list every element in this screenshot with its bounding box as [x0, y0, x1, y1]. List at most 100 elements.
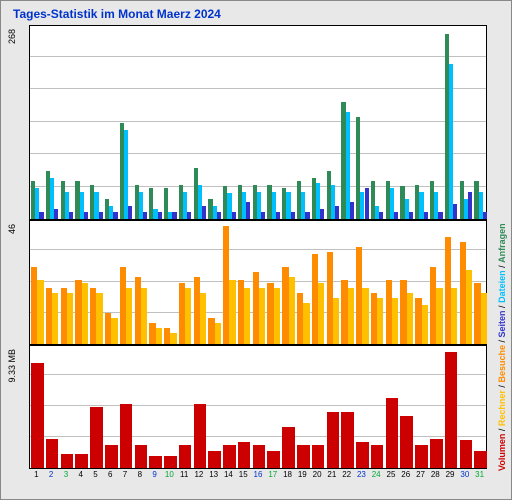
bar — [291, 212, 295, 219]
bar — [327, 412, 340, 468]
legend-item: Dateien — [497, 270, 507, 303]
panel-bottom — [29, 345, 487, 469]
bar — [282, 427, 295, 468]
bar — [303, 303, 309, 344]
bar — [120, 404, 133, 468]
y-label-bottom: 9.33 MB — [7, 349, 17, 383]
bar — [229, 280, 235, 344]
bar — [179, 445, 192, 468]
bar — [335, 206, 339, 220]
bar — [31, 363, 44, 468]
legend-item: Anfragen — [497, 223, 507, 263]
legend-item: Besuche — [497, 345, 507, 383]
x-tick: 30 — [460, 470, 469, 479]
bar — [333, 298, 339, 344]
x-tick: 9 — [152, 470, 156, 479]
bar — [474, 451, 487, 468]
bar — [67, 293, 73, 344]
x-tick: 17 — [268, 470, 277, 479]
bar — [244, 288, 250, 344]
bar — [415, 445, 428, 468]
bar — [208, 451, 221, 468]
bar — [185, 288, 191, 344]
bar — [460, 440, 473, 468]
x-tick: 3 — [64, 470, 68, 479]
bar — [407, 293, 413, 344]
bar — [164, 456, 177, 468]
bar — [52, 293, 58, 344]
bar — [468, 192, 472, 220]
bar — [481, 293, 487, 344]
bar — [246, 202, 250, 219]
x-tick: 28 — [431, 470, 440, 479]
bar — [483, 212, 487, 219]
bar — [217, 212, 221, 219]
bar — [274, 288, 280, 344]
bar — [409, 212, 413, 219]
x-tick: 8 — [138, 470, 142, 479]
bar — [386, 398, 399, 468]
plot-area: 268469.33 MB — [29, 25, 487, 469]
bar — [424, 212, 428, 219]
x-tick: 27 — [416, 470, 425, 479]
bar — [451, 288, 457, 344]
bar — [215, 323, 221, 343]
bar — [111, 318, 117, 343]
bar — [238, 442, 251, 468]
bar — [96, 293, 102, 344]
bar — [305, 212, 309, 219]
bar — [348, 288, 354, 344]
x-axis: 1234567891011121314151617181920212223242… — [29, 469, 487, 493]
x-tick: 14 — [224, 470, 233, 479]
x-tick: 18 — [283, 470, 292, 479]
bar — [202, 206, 206, 220]
x-tick: 29 — [446, 470, 455, 479]
y-label-top: 268 — [7, 29, 17, 44]
x-tick: 26 — [401, 470, 410, 479]
bar — [99, 212, 103, 219]
bar — [392, 298, 398, 344]
bar — [105, 445, 118, 468]
bar — [90, 407, 103, 468]
bar — [232, 212, 236, 219]
bar — [362, 288, 368, 344]
bar — [453, 204, 457, 219]
bar — [297, 445, 310, 468]
bar — [172, 212, 176, 219]
legend: Volumen / Rechner / Besuche / Seiten / D… — [497, 31, 507, 471]
bar — [253, 445, 266, 468]
x-tick: 16 — [254, 470, 263, 479]
panel-middle — [29, 220, 487, 344]
y-label-middle: 46 — [7, 224, 17, 234]
bar — [143, 212, 147, 219]
bar — [187, 212, 191, 219]
bar — [135, 445, 148, 468]
bar — [350, 202, 354, 219]
bar — [289, 277, 295, 343]
x-tick: 4 — [78, 470, 82, 479]
bar — [379, 212, 383, 219]
bar — [170, 333, 176, 343]
bar — [156, 328, 162, 343]
bar — [394, 212, 398, 219]
bar — [377, 298, 383, 344]
bar — [61, 454, 74, 468]
bar — [276, 212, 280, 219]
bar — [400, 416, 413, 468]
bar — [422, 305, 428, 343]
bar — [445, 352, 458, 468]
bar — [194, 404, 207, 468]
bar — [54, 209, 58, 219]
bar — [69, 212, 73, 219]
x-tick: 6 — [108, 470, 112, 479]
panel-top — [29, 25, 487, 220]
bar — [84, 212, 88, 219]
bar — [341, 412, 354, 468]
bar — [320, 209, 324, 219]
bar — [46, 439, 59, 468]
legend-item: Rechner — [497, 390, 507, 426]
x-tick: 22 — [342, 470, 351, 479]
legend-item: Seiten — [497, 310, 507, 337]
bar — [141, 288, 147, 344]
bar — [158, 212, 162, 219]
